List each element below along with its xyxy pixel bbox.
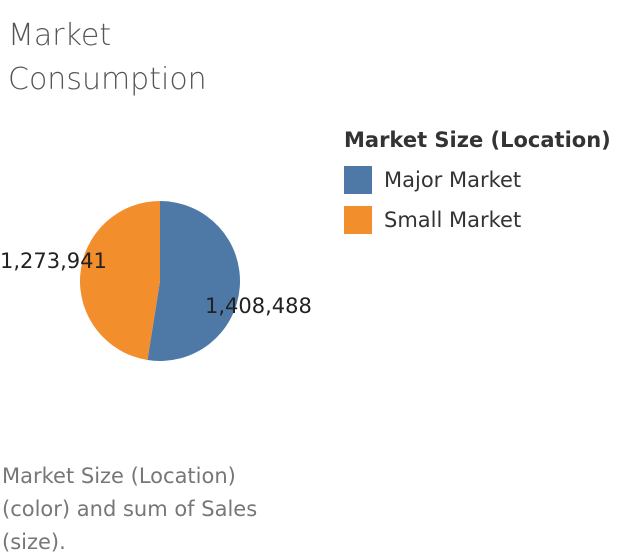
legend-item-major-market[interactable]: Major Market — [344, 160, 611, 200]
legend-label-small-market: Small Market — [384, 208, 522, 232]
legend-label-major-market: Major Market — [384, 168, 522, 192]
data-label-major-market: 1,408,488 — [205, 294, 312, 318]
pie-slice-small-market[interactable] — [80, 201, 160, 361]
data-label-small-market: 1,273,941 — [0, 249, 107, 273]
legend-title: Market Size (Location) — [344, 128, 611, 152]
pie-slice-major-market[interactable] — [147, 201, 241, 361]
legend-item-small-market[interactable]: Small Market — [344, 200, 611, 240]
legend: Market Size (Location) Major Market Smal… — [344, 128, 611, 240]
chart-caption: Market Size (Location) (color) and sum o… — [2, 464, 258, 554]
chart-title: Market Consumption — [8, 18, 207, 97]
legend-swatch-major-market — [344, 166, 372, 194]
legend-swatch-small-market — [344, 206, 372, 234]
